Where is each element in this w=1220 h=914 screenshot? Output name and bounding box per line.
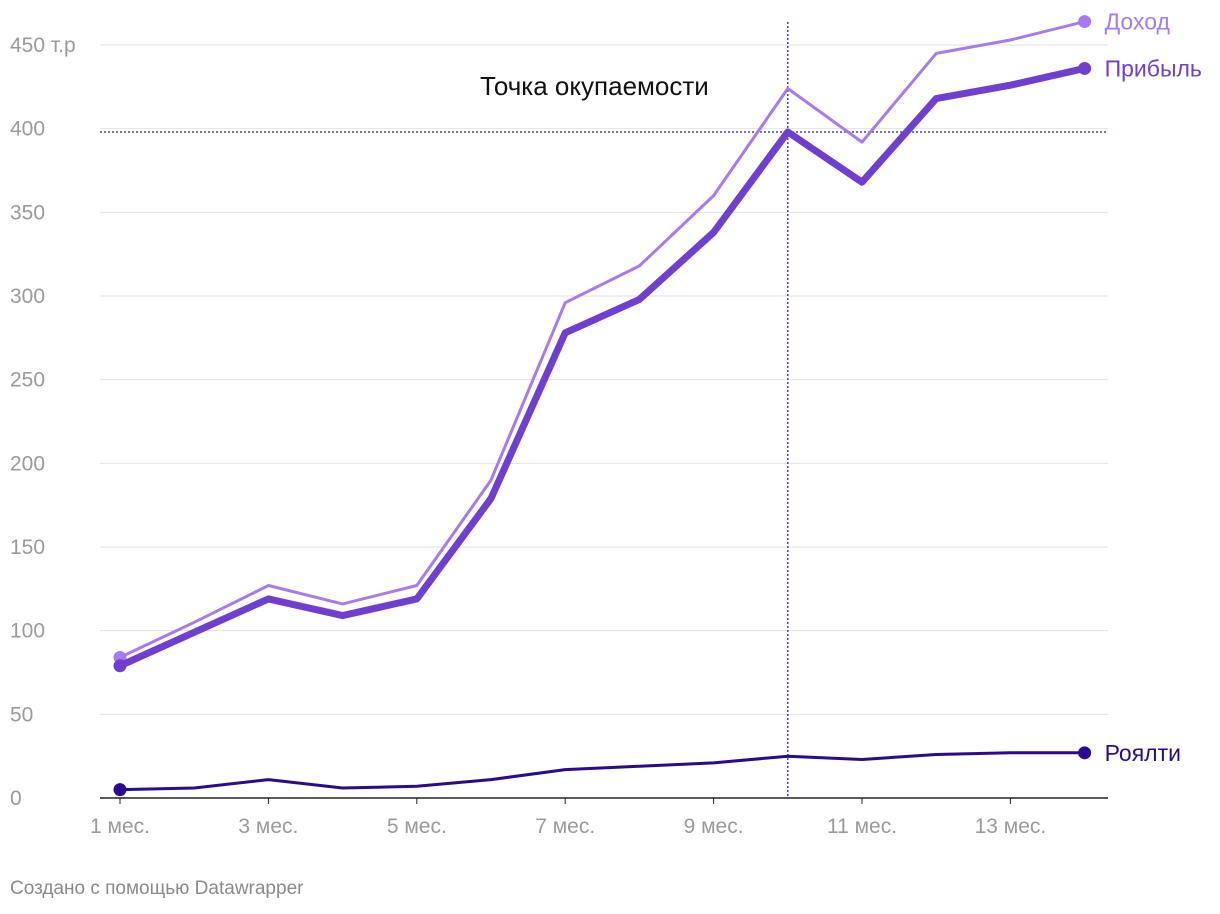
breakeven-annotation: Точка окупаемости	[480, 71, 709, 101]
y-tick-label: 150	[10, 536, 45, 559]
end-point	[1078, 746, 1092, 760]
y-tick-label: 200	[10, 452, 45, 475]
end-point	[1078, 61, 1092, 75]
y-tick-label: 400	[10, 118, 45, 141]
x-tick-label: 3 мес.	[238, 815, 298, 838]
series-line-0	[118, 20, 1087, 659]
y-tick-label: 250	[10, 369, 45, 392]
series-line-2	[118, 751, 1087, 792]
footer-credit: Создано с помощью Datawrapper	[10, 878, 304, 899]
series-line-1	[116, 64, 1089, 670]
grid-lines	[100, 44, 1108, 799]
x-tick-label: 5 мес.	[387, 815, 447, 838]
x-tick-label: 7 мес.	[535, 815, 595, 838]
end-point	[1078, 15, 1092, 29]
series-labels: Доход Прибыль Роялти	[1105, 9, 1202, 766]
start-point	[113, 783, 127, 797]
x-tick-label: 13 мес.	[975, 815, 1047, 838]
y-tick-label: 450 т.р	[10, 34, 76, 57]
x-axis-ticks: 1 мес. 3 мес. 5 мес. 7 мес. 9 мес. 11 мес. 13 …	[90, 798, 1046, 838]
y-tick-label: 0	[10, 787, 22, 810]
x-tick-label: 1 мес.	[90, 815, 150, 838]
annotations: Точка окупаемости	[100, 22, 1108, 798]
x-tick-label: 11 мес.	[827, 815, 897, 838]
series-label: Доход	[1105, 9, 1171, 35]
series-label: Прибыль	[1105, 55, 1202, 81]
y-tick-label: 100	[10, 620, 45, 643]
series-lines	[113, 15, 1092, 797]
y-tick-label: 50	[10, 703, 33, 726]
y-axis-ticks: 0 50 100 150 200 250 300 350 400 450 т.р	[10, 34, 76, 810]
y-tick-label: 350	[10, 201, 45, 224]
x-tick-label: 9 мес.	[684, 815, 744, 838]
y-tick-label: 300	[10, 285, 45, 308]
line-chart: 0 50 100 150 200 250 300 350 400 450 т.р 1 мес. 3 …	[10, 9, 1202, 838]
start-point	[113, 659, 127, 673]
series-label: Роялти	[1105, 740, 1181, 766]
